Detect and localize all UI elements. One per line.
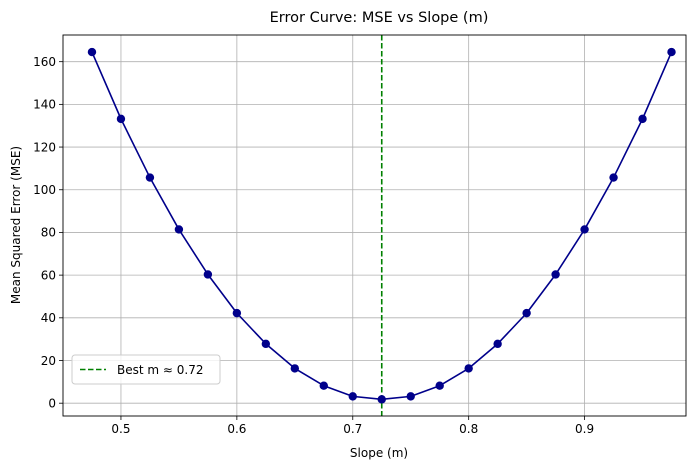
legend-entry-best-m: Best m ≈ 0.72	[117, 363, 203, 377]
data-point	[493, 339, 502, 349]
y-tick-label: 40	[41, 311, 56, 325]
data-point	[116, 114, 126, 124]
x-tick-label: 0.7	[343, 422, 362, 436]
x-axis-label: Slope (m)	[350, 446, 408, 460]
y-axis-label: Mean Squared Error (MSE)	[9, 146, 23, 304]
data-point	[377, 395, 386, 404]
y-tick-label: 0	[48, 396, 56, 410]
data-point	[638, 114, 647, 124]
ticks-layer: 0.5 0.6 0.7 0.8 0.9 0 20 40 60 80 100 120 140 160	[33, 55, 594, 436]
x-tick-label: 0.5	[111, 422, 130, 436]
data-point	[232, 308, 242, 318]
y-tick-label: 120	[33, 140, 56, 154]
data-point	[435, 381, 444, 390]
y-tick-label: 100	[33, 183, 56, 197]
series-layer	[87, 47, 676, 404]
data-point	[203, 270, 213, 279]
y-tick-label: 60	[41, 268, 56, 282]
data-point	[261, 339, 271, 349]
legend: Best m ≈ 0.72	[71, 354, 221, 385]
y-tick-label: 20	[41, 354, 56, 368]
y-tick-label: 140	[33, 98, 56, 112]
data-point	[551, 270, 560, 279]
x-tick-label: 0.9	[575, 422, 594, 436]
data-point	[580, 225, 589, 234]
data-point	[319, 381, 328, 390]
data-point	[348, 392, 357, 401]
y-tick-label: 160	[33, 55, 56, 69]
data-point	[145, 173, 155, 182]
x-tick-label: 0.6	[227, 422, 246, 436]
data-point	[87, 47, 97, 57]
chart-title: Error Curve: MSE vs Slope (m)	[270, 10, 489, 26]
x-tick-label: 0.8	[459, 422, 478, 436]
data-point	[522, 308, 531, 318]
data-point	[290, 364, 300, 373]
data-point	[667, 47, 676, 57]
data-point	[609, 173, 618, 182]
y-tick-label: 80	[41, 226, 56, 240]
data-point	[406, 392, 415, 401]
plot-frame	[62, 34, 687, 417]
data-point	[464, 364, 473, 373]
data-point	[174, 225, 184, 234]
legend-box	[71, 354, 221, 385]
